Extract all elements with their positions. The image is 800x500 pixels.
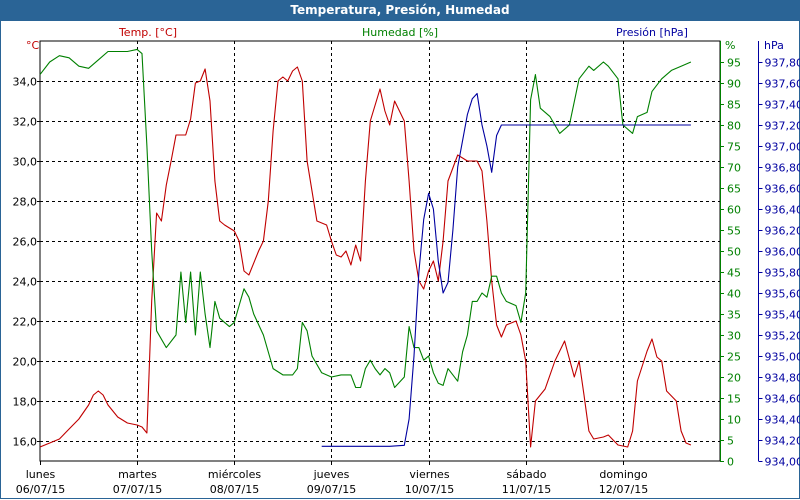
pres-tick-label: 935,40 bbox=[765, 309, 800, 322]
pres-tick-label: 936,80 bbox=[765, 162, 800, 175]
pres-tick-label: 937,00 bbox=[765, 141, 800, 154]
temp-tick-label: 26,0 bbox=[13, 236, 38, 249]
pres-tick-label: 937,60 bbox=[765, 78, 800, 91]
pres-tick-label: 937,80 bbox=[765, 57, 800, 70]
pres-tick-label: 936,60 bbox=[765, 183, 800, 196]
pres-series-label: Presión [hPa] bbox=[616, 26, 688, 39]
temp-tick-label: 32,0 bbox=[13, 116, 38, 129]
grid bbox=[40, 41, 720, 461]
pres-unit-label: hPa bbox=[764, 39, 784, 52]
hum-tick-label: 95 bbox=[727, 57, 741, 70]
pres-tick-label: 935,20 bbox=[765, 330, 800, 343]
x-tick-day: miércoles bbox=[208, 468, 261, 481]
hum-tick-label: 75 bbox=[727, 141, 741, 154]
axes bbox=[37, 40, 763, 465]
pres-tick-label: 937,40 bbox=[765, 99, 800, 112]
pres-tick-label: 935,80 bbox=[765, 267, 800, 280]
pres-tick-label: 934,20 bbox=[765, 435, 800, 448]
hum-tick-label: 25 bbox=[727, 351, 741, 364]
x-tick-day: jueves bbox=[313, 468, 350, 481]
hum-tick-label: 0 bbox=[727, 456, 734, 469]
pres-tick-label: 934,60 bbox=[765, 393, 800, 406]
x-tick-date: 07/07/15 bbox=[113, 483, 162, 496]
hum-tick-label: 40 bbox=[727, 288, 741, 301]
x-tick-date: 08/07/15 bbox=[210, 483, 259, 496]
temp-tick-label: 24,0 bbox=[13, 276, 38, 289]
x-tick-date: 10/07/15 bbox=[405, 483, 454, 496]
x-tick-date: 12/07/15 bbox=[599, 483, 648, 496]
pres-tick-label: 934,80 bbox=[765, 372, 800, 385]
hum-tick-label: 50 bbox=[727, 246, 741, 259]
pres-tick-label: 935,60 bbox=[765, 288, 800, 301]
pres-tick-label: 936,40 bbox=[765, 204, 800, 217]
plot-border bbox=[39, 40, 721, 462]
hum-tick-label: 45 bbox=[727, 267, 741, 280]
hum-tick-label: 20 bbox=[727, 372, 741, 385]
hum-tick-label: 60 bbox=[727, 204, 741, 217]
temp-unit-label: °C bbox=[26, 39, 40, 52]
hum-tick-label: 35 bbox=[727, 309, 741, 322]
hum-tick-label: 90 bbox=[727, 78, 741, 91]
hum-tick-label: 70 bbox=[727, 162, 741, 175]
hum-tick-label: 55 bbox=[727, 225, 741, 238]
hum-tick-label: 15 bbox=[727, 393, 741, 406]
series-line-pres bbox=[321, 92, 691, 447]
x-tick-day: lunes bbox=[26, 468, 56, 481]
series bbox=[39, 48, 692, 448]
x-tick-day: domingo bbox=[599, 468, 647, 481]
x-tick-day: viernes bbox=[409, 468, 449, 481]
x-tick-day: martes bbox=[118, 468, 157, 481]
series-line-hum bbox=[39, 48, 692, 389]
pres-tick-label: 934,40 bbox=[765, 414, 800, 427]
hum-tick-label: 65 bbox=[727, 183, 741, 196]
hum-tick-label: 80 bbox=[727, 120, 741, 133]
temp-tick-label: 34,0 bbox=[13, 76, 38, 89]
pres-tick-label: 934,00 bbox=[765, 456, 800, 469]
hum-tick-label: 10 bbox=[727, 414, 741, 427]
labels: 16,0 18,0 20,0 22,0 24,0 26,0 28,0 30,0 32,0 34,0… bbox=[13, 26, 800, 496]
x-tick-date: 06/07/15 bbox=[16, 483, 65, 496]
hum-tick-label: 30 bbox=[727, 330, 741, 343]
temp-tick-label: 30,0 bbox=[13, 156, 38, 169]
temp-tick-label: 16,0 bbox=[13, 436, 38, 449]
hum-series-label: Humedad [%] bbox=[362, 26, 438, 39]
temp-tick-label: 22,0 bbox=[13, 316, 38, 329]
pres-tick-label: 936,00 bbox=[765, 246, 800, 259]
temp-tick-label: 18,0 bbox=[13, 396, 38, 409]
temp-series-label: Temp. [°C] bbox=[118, 26, 177, 39]
x-tick-date: 11/07/15 bbox=[502, 483, 551, 496]
hum-tick-label: 5 bbox=[727, 435, 734, 448]
hum-unit-label: % bbox=[725, 39, 735, 52]
hum-tick-label: 85 bbox=[727, 99, 741, 112]
pres-tick-label: 937,20 bbox=[765, 120, 800, 133]
pres-tick-label: 935,00 bbox=[765, 351, 800, 364]
chart-title: Temperatura, Presión, Humedad bbox=[0, 0, 800, 21]
pres-tick-label: 936,20 bbox=[765, 225, 800, 238]
x-tick-day: sábado bbox=[507, 468, 547, 481]
temp-tick-label: 20,0 bbox=[13, 356, 38, 369]
series-line-temp bbox=[39, 66, 692, 448]
x-tick-date: 09/07/15 bbox=[307, 483, 356, 496]
temp-tick-label: 28,0 bbox=[13, 196, 38, 209]
